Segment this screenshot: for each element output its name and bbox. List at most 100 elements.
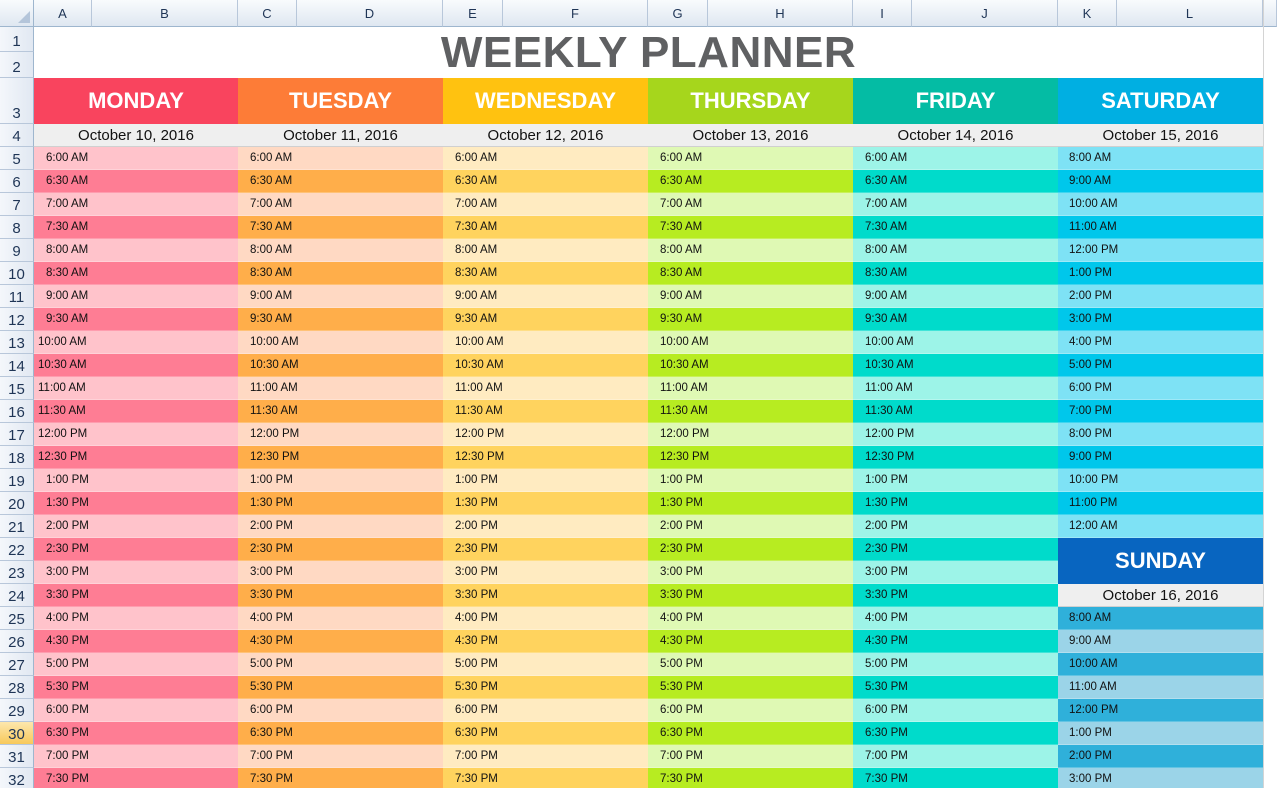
row-header-11[interactable]: 11 [0,285,34,308]
time-slot-wednesday[interactable]: 2:00 PM [443,515,648,538]
time-slot-wednesday[interactable]: 6:00 AM [443,147,648,170]
time-slot-tuesday[interactable]: 10:00 AM [238,331,443,354]
time-slot-monday[interactable]: 1:00 PM [34,469,238,492]
time-slot-friday[interactable]: 9:00 AM [853,285,1058,308]
column-header-a[interactable]: A [34,0,92,27]
column-header-d[interactable]: D [297,0,443,27]
time-slot-friday[interactable]: 4:30 PM [853,630,1058,653]
time-slot-tuesday[interactable]: 6:00 AM [238,147,443,170]
time-slot-wednesday[interactable]: 3:30 PM [443,584,648,607]
time-slot-friday[interactable]: 2:00 PM [853,515,1058,538]
time-slot-monday[interactable]: 6:30 AM [34,170,238,193]
time-slot-thursday[interactable]: 2:00 PM [648,515,853,538]
column-header-g[interactable]: G [648,0,708,27]
row-header-6[interactable]: 6 [0,170,34,193]
time-slot-friday[interactable]: 6:30 PM [853,722,1058,745]
time-slot-friday[interactable]: 5:30 PM [853,676,1058,699]
time-slot-friday[interactable]: 12:00 PM [853,423,1058,446]
time-slot-tuesday[interactable]: 9:00 AM [238,285,443,308]
time-slot-thursday[interactable]: 7:00 AM [648,193,853,216]
column-header-i[interactable]: I [853,0,912,27]
time-slot-friday[interactable]: 2:30 PM [853,538,1058,561]
time-slot-monday[interactable]: 9:30 AM [34,308,238,331]
time-slot-thursday[interactable]: 11:00 AM [648,377,853,400]
time-slot-thursday[interactable]: 5:00 PM [648,653,853,676]
time-slot-friday[interactable]: 7:30 AM [853,216,1058,239]
time-slot-saturday[interactable]: 6:00 PM [1058,377,1263,400]
time-slot-wednesday[interactable]: 12:30 PM [443,446,648,469]
row-header-18[interactable]: 18 [0,446,34,469]
time-slot-tuesday[interactable]: 7:00 PM [238,745,443,768]
time-slot-saturday[interactable]: 11:00 AM [1058,216,1263,239]
time-slot-thursday[interactable]: 10:00 AM [648,331,853,354]
time-slot-monday[interactable]: 3:30 PM [34,584,238,607]
time-slot-saturday[interactable]: 7:00 PM [1058,400,1263,423]
time-slot-monday[interactable]: 3:00 PM [34,561,238,584]
time-slot-tuesday[interactable]: 4:00 PM [238,607,443,630]
time-slot-monday[interactable]: 6:30 PM [34,722,238,745]
time-slot-wednesday[interactable]: 5:00 PM [443,653,648,676]
time-slot-wednesday[interactable]: 11:00 AM [443,377,648,400]
time-slot-friday[interactable]: 10:30 AM [853,354,1058,377]
time-slot-tuesday[interactable]: 6:30 AM [238,170,443,193]
row-header-21[interactable]: 21 [0,515,34,538]
time-slot-monday[interactable]: 10:30 AM [34,354,238,377]
time-slot-wednesday[interactable]: 5:30 PM [443,676,648,699]
select-all-corner[interactable] [0,0,34,27]
time-slot-thursday[interactable]: 7:00 PM [648,745,853,768]
row-header-4[interactable]: 4 [0,124,34,147]
time-slot-wednesday[interactable]: 6:30 PM [443,722,648,745]
time-slot-friday[interactable]: 9:30 AM [853,308,1058,331]
time-slot-tuesday[interactable]: 5:30 PM [238,676,443,699]
row-header-28[interactable]: 28 [0,676,34,699]
time-slot-monday[interactable]: 7:00 PM [34,745,238,768]
time-slot-sunday[interactable]: 12:00 PM [1058,699,1263,722]
time-slot-tuesday[interactable]: 12:30 PM [238,446,443,469]
time-slot-saturday[interactable]: 12:00 AM [1058,515,1263,538]
time-slot-sunday[interactable]: 11:00 AM [1058,676,1263,699]
row-header-27[interactable]: 27 [0,653,34,676]
time-slot-wednesday[interactable]: 4:00 PM [443,607,648,630]
time-slot-friday[interactable]: 11:30 AM [853,400,1058,423]
column-header-h[interactable]: H [708,0,853,27]
time-slot-wednesday[interactable]: 4:30 PM [443,630,648,653]
time-slot-thursday[interactable]: 4:30 PM [648,630,853,653]
time-slot-monday[interactable]: 11:00 AM [34,377,238,400]
row-header-16[interactable]: 16 [0,400,34,423]
time-slot-tuesday[interactable]: 7:30 AM [238,216,443,239]
time-slot-sunday[interactable]: 3:00 PM [1058,768,1263,788]
row-header-25[interactable]: 25 [0,607,34,630]
time-slot-friday[interactable]: 5:00 PM [853,653,1058,676]
row-header-15[interactable]: 15 [0,377,34,400]
time-slot-thursday[interactable]: 1:00 PM [648,469,853,492]
time-slot-wednesday[interactable]: 9:30 AM [443,308,648,331]
row-header-10[interactable]: 10 [0,262,34,285]
time-slot-saturday[interactable]: 10:00 AM [1058,193,1263,216]
time-slot-sunday[interactable]: 8:00 AM [1058,607,1263,630]
time-slot-saturday[interactable]: 8:00 AM [1058,147,1263,170]
time-slot-saturday[interactable]: 5:00 PM [1058,354,1263,377]
time-slot-wednesday[interactable]: 7:30 PM [443,768,648,788]
time-slot-sunday[interactable]: 2:00 PM [1058,745,1263,768]
time-slot-friday[interactable]: 3:00 PM [853,561,1058,584]
time-slot-wednesday[interactable]: 7:00 AM [443,193,648,216]
row-header-13[interactable]: 13 [0,331,34,354]
time-slot-tuesday[interactable]: 4:30 PM [238,630,443,653]
time-slot-monday[interactable]: 7:30 AM [34,216,238,239]
row-header-30[interactable]: 30 [0,722,34,745]
time-slot-thursday[interactable]: 9:00 AM [648,285,853,308]
row-header-7[interactable]: 7 [0,193,34,216]
time-slot-thursday[interactable]: 3:30 PM [648,584,853,607]
column-header-e[interactable]: E [443,0,503,27]
time-slot-thursday[interactable]: 12:30 PM [648,446,853,469]
row-header-26[interactable]: 26 [0,630,34,653]
time-slot-monday[interactable]: 4:30 PM [34,630,238,653]
time-slot-monday[interactable]: 6:00 PM [34,699,238,722]
time-slot-friday[interactable]: 6:30 AM [853,170,1058,193]
time-slot-wednesday[interactable]: 1:00 PM [443,469,648,492]
time-slot-tuesday[interactable]: 6:00 PM [238,699,443,722]
time-slot-wednesday[interactable]: 2:30 PM [443,538,648,561]
row-header-3[interactable]: 3 [0,78,34,124]
row-header-29[interactable]: 29 [0,699,34,722]
